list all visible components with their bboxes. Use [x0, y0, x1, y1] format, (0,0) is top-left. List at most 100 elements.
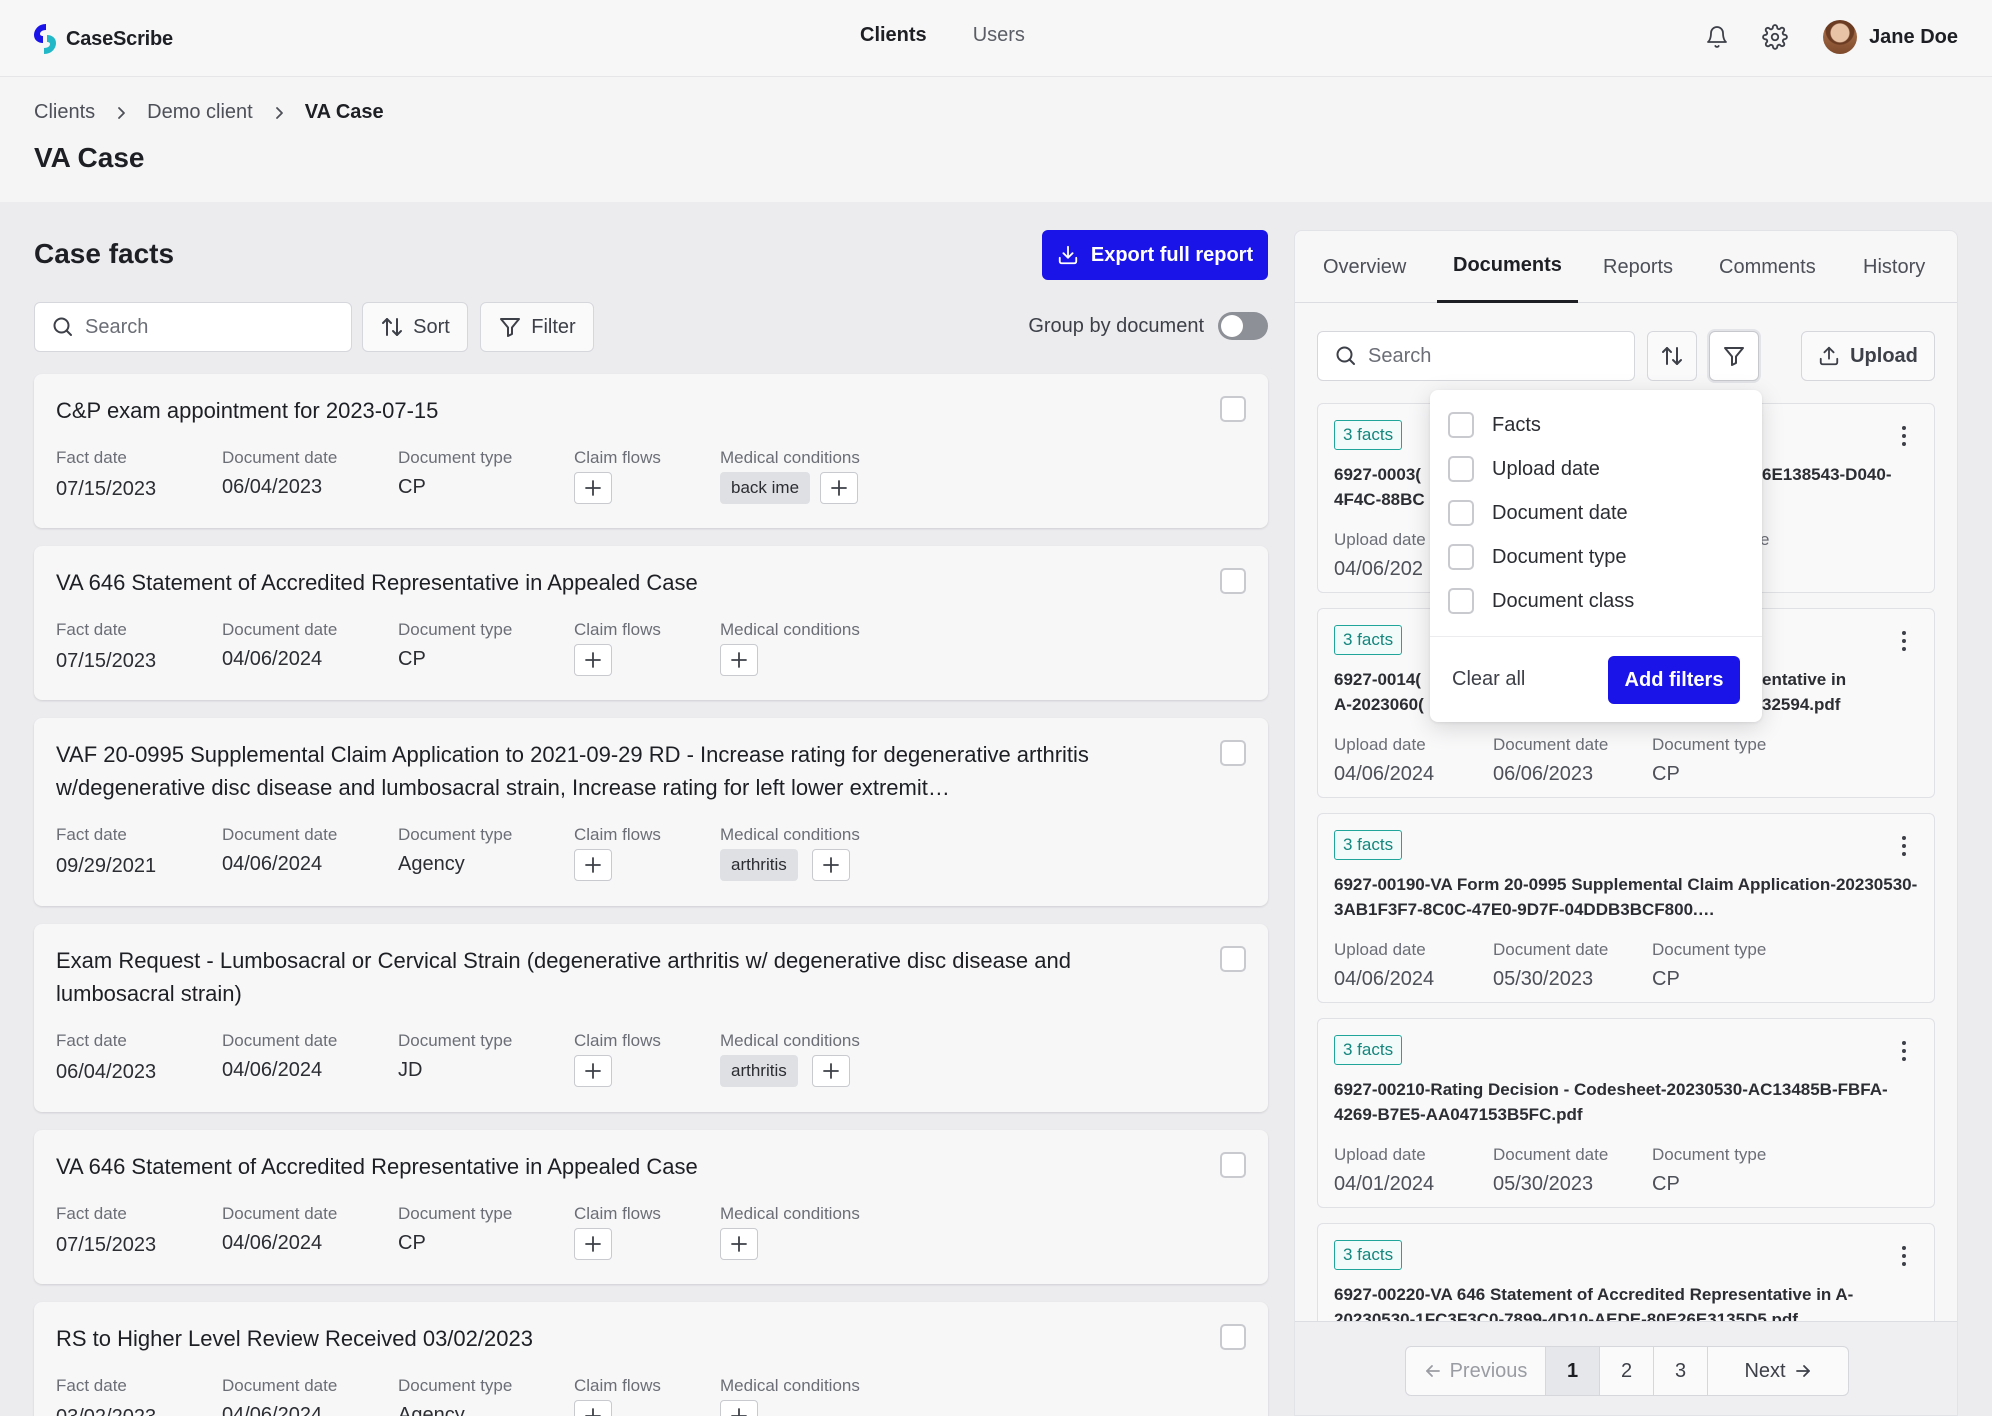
more-options-button[interactable]: [1894, 1242, 1914, 1270]
upload-date-label: Upload date: [1334, 530, 1426, 549]
add-medical-condition-button[interactable]: [720, 644, 758, 676]
add-claim-flow-button[interactable]: [574, 1228, 612, 1260]
filter-option-facts[interactable]: Facts: [1448, 410, 1541, 440]
filter-checkbox[interactable]: [1448, 588, 1474, 614]
add-medical-condition-button[interactable]: [720, 1400, 758, 1416]
filter-option-document-type[interactable]: Document type: [1448, 542, 1627, 572]
upload-date-value: 04/06/2024: [1334, 763, 1435, 785]
fact-checkbox[interactable]: [1220, 740, 1246, 766]
fact-checkbox[interactable]: [1220, 1324, 1246, 1350]
plus-icon: [585, 1408, 601, 1416]
documents-filter-button[interactable]: [1709, 331, 1759, 381]
filter-checkbox[interactable]: [1448, 500, 1474, 526]
notifications-button[interactable]: [1701, 21, 1733, 53]
next-page-button[interactable]: Next: [1708, 1347, 1848, 1395]
document-type-value: CP: [398, 1232, 426, 1254]
fact-card[interactable]: C&P exam appointment for 2023-07-15 Fact…: [34, 374, 1268, 528]
document-date-label: Document date: [222, 825, 338, 844]
document-card[interactable]: 3 facts 6927-00210-Rating Decision - Cod…: [1317, 1018, 1935, 1208]
filter-option-document-class[interactable]: Document class: [1448, 586, 1634, 616]
pagination-bar: Previous 1 2 3 Next: [1295, 1321, 1957, 1415]
breadcrumb-current: VA Case: [304, 101, 384, 123]
document-date-label: Document date: [1493, 735, 1609, 754]
user-menu[interactable]: Jane Doe: [1823, 20, 1958, 54]
filter-option-document-date[interactable]: Document date: [1448, 498, 1628, 528]
main-nav: Clients Users: [860, 24, 1025, 47]
fact-checkbox[interactable]: [1220, 946, 1246, 972]
add-claim-flow-button[interactable]: [574, 644, 612, 676]
add-medical-condition-button[interactable]: [720, 1228, 758, 1260]
clear-all-button[interactable]: Clear all: [1452, 668, 1526, 690]
medical-condition-tag[interactable]: arthritis: [720, 1055, 798, 1087]
add-claim-flow-button[interactable]: [574, 1055, 612, 1087]
arrow-right-icon: [1795, 1365, 1810, 1377]
filter-checkbox[interactable]: [1448, 456, 1474, 482]
filter-button[interactable]: Filter: [480, 302, 594, 352]
medical-condition-tag[interactable]: back ime: [720, 472, 811, 504]
fact-date-label: Fact date: [56, 1031, 127, 1050]
fact-card[interactable]: VA 646 Statement of Accredited Represent…: [34, 1130, 1268, 1284]
plus-icon: [731, 652, 747, 668]
more-options-button[interactable]: [1894, 832, 1914, 860]
nav-clients[interactable]: Clients: [860, 24, 927, 46]
app-logo[interactable]: CaseScribe: [32, 22, 173, 56]
more-options-button[interactable]: [1894, 1037, 1914, 1065]
medical-condition-tag[interactable]: arthritis: [720, 849, 798, 881]
fact-title: VAF 20-0995 Supplemental Claim Applicati…: [56, 742, 1089, 800]
document-type-label: Document type: [1652, 735, 1767, 754]
add-claim-flow-button[interactable]: [574, 472, 612, 504]
fact-checkbox[interactable]: [1220, 568, 1246, 594]
sort-button[interactable]: Sort: [362, 302, 468, 352]
fact-checkbox[interactable]: [1220, 1152, 1246, 1178]
breadcrumb-demo-client[interactable]: Demo client: [147, 101, 253, 123]
filter-checkbox[interactable]: [1448, 544, 1474, 570]
documents-search-input[interactable]: [1368, 344, 1608, 368]
tab-overview[interactable]: Overview: [1323, 255, 1407, 278]
upload-button[interactable]: Upload: [1801, 331, 1935, 381]
add-claim-flow-button[interactable]: [574, 849, 612, 881]
upload-date-label: Upload date: [1334, 1145, 1426, 1164]
documents-sort-button[interactable]: [1647, 331, 1697, 381]
fact-card[interactable]: VAF 20-0995 Supplemental Claim Applicati…: [34, 718, 1268, 906]
more-options-button[interactable]: [1894, 627, 1914, 655]
settings-button[interactable]: [1759, 21, 1791, 53]
document-date-value: 04/06/2024: [222, 1404, 323, 1416]
tab-comments[interactable]: Comments: [1719, 255, 1816, 278]
export-full-report-button[interactable]: Export full report: [1042, 230, 1268, 280]
main-content: Case facts Export full report Sort Filte…: [0, 202, 1992, 1416]
group-by-document-toggle[interactable]: [1218, 312, 1268, 340]
previous-page-button[interactable]: Previous: [1406, 1347, 1546, 1395]
plus-icon: [585, 652, 601, 668]
page-button-1[interactable]: 1: [1546, 1347, 1600, 1395]
header-actions: Jane Doe: [1701, 20, 1958, 54]
more-options-button[interactable]: [1894, 422, 1914, 450]
fact-checkbox[interactable]: [1220, 396, 1246, 422]
filter-option-upload-date[interactable]: Upload date: [1448, 454, 1600, 484]
document-type-value: CP: [1652, 1173, 1680, 1195]
add-filters-button[interactable]: Add filters: [1608, 656, 1740, 704]
arrow-left-icon: [1425, 1365, 1440, 1377]
tab-documents[interactable]: Documents: [1437, 231, 1578, 303]
nav-users[interactable]: Users: [972, 24, 1025, 46]
tab-history[interactable]: History: [1863, 255, 1926, 278]
page-button-2[interactable]: 2: [1600, 1347, 1654, 1395]
plus-icon: [831, 480, 847, 496]
document-card[interactable]: 3 facts 6927-00190-VA Form 20-0995 Suppl…: [1317, 813, 1935, 1003]
tab-reports[interactable]: Reports: [1603, 255, 1674, 278]
add-medical-condition-button[interactable]: [820, 472, 858, 504]
fact-date-label: Fact date: [56, 825, 127, 844]
filter-checkbox[interactable]: [1448, 412, 1474, 438]
fact-title: VA 646 Statement of Accredited Represent…: [56, 570, 698, 595]
fact-card[interactable]: VA 646 Statement of Accredited Represent…: [34, 546, 1268, 700]
fact-card[interactable]: Exam Request - Lumbosacral or Cervical S…: [34, 924, 1268, 1112]
facts-search-input[interactable]: [85, 315, 325, 339]
fact-card[interactable]: RS to Higher Level Review Received 03/02…: [34, 1302, 1268, 1416]
add-claim-flow-button[interactable]: [574, 1400, 612, 1416]
add-medical-condition-button[interactable]: [812, 1055, 850, 1087]
document-date-value: 06/04/2023: [222, 476, 323, 498]
breadcrumb-clients[interactable]: Clients: [34, 101, 96, 123]
medical-conditions-label: Medical conditions: [720, 1376, 860, 1395]
add-medical-condition-button[interactable]: [812, 849, 850, 881]
page-button-3[interactable]: 3: [1654, 1347, 1708, 1395]
filter-icon: [1724, 347, 1744, 366]
